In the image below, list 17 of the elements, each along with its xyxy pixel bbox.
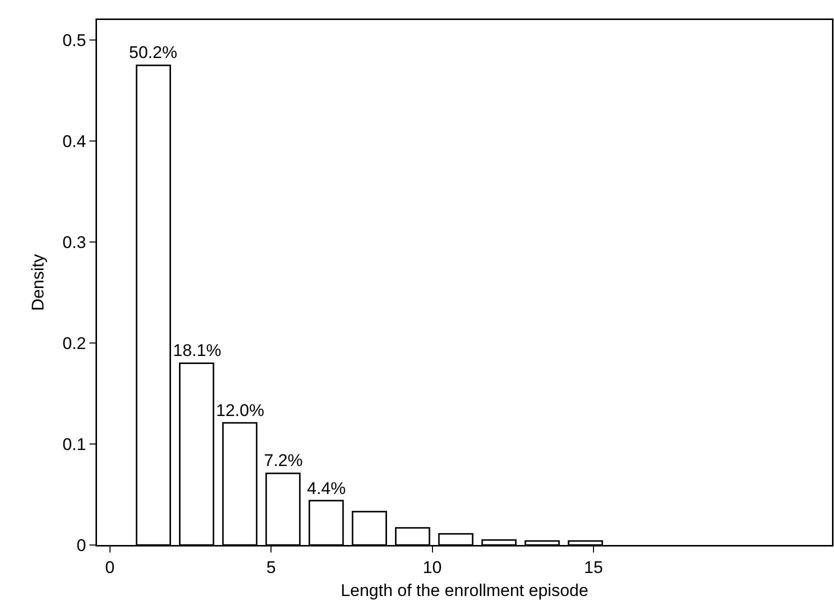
y-tick-label: 0.3 (62, 233, 86, 252)
annotation: 18.1% (173, 341, 222, 360)
y-tick-label: 0.1 (62, 434, 86, 454)
annotation: 12.0% (216, 401, 264, 420)
x-tick-label: 5 (266, 558, 276, 577)
x-tick-label: 10 (422, 558, 442, 577)
y-tick-label: 0.4 (62, 132, 86, 152)
x-tick-label: 0 (105, 558, 115, 577)
x-axis-title: Length of the enrollment episode (340, 581, 588, 600)
x-tick-label: 15 (584, 558, 603, 577)
annotation: 7.2% (264, 451, 303, 470)
annotation: 4.4% (307, 479, 346, 498)
y-axis-title: Density (28, 254, 48, 311)
y-tick-label: 0.5 (62, 31, 86, 50)
y-tick-label: 0.2 (62, 334, 86, 354)
annotation: 50.2% (129, 43, 178, 62)
y-tick-label: 0 (76, 536, 86, 555)
